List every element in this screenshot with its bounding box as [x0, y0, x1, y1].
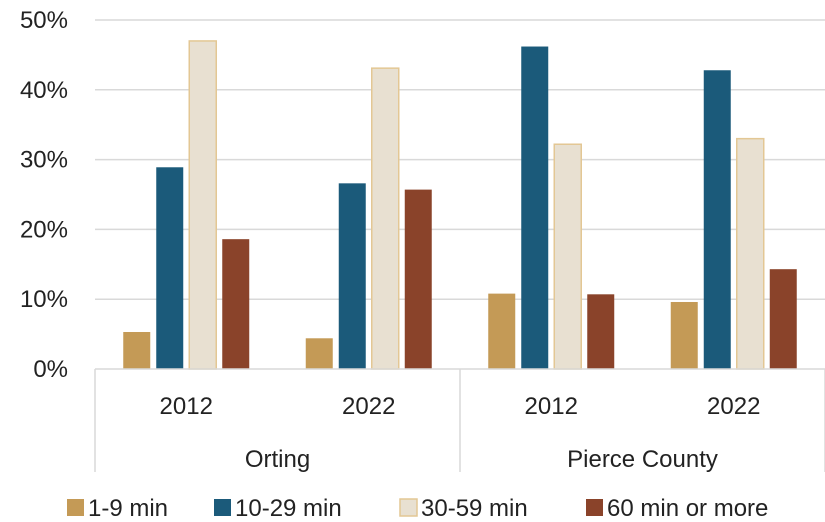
x-tick-label: 2022 — [342, 393, 395, 420]
bar — [703, 70, 731, 370]
bar — [338, 183, 366, 369]
y-tick-label: 0% — [33, 356, 68, 383]
y-tick-label: 10% — [20, 286, 68, 313]
y-axis: 0% 10% 20% 30% 40% 50% — [20, 7, 68, 383]
legend-label: 10-29 min — [235, 495, 342, 522]
bar — [188, 40, 217, 370]
group-label: Pierce County — [567, 446, 718, 473]
legend-label: 60 min or more — [607, 495, 768, 522]
x-tick-label: 2012 — [525, 393, 578, 420]
bar — [553, 143, 582, 370]
y-tick-label: 20% — [20, 216, 68, 243]
bar — [123, 332, 151, 369]
bar — [156, 167, 184, 369]
legend-swatch — [399, 498, 418, 517]
y-tick-label: 40% — [20, 77, 68, 104]
y-tick-label: 30% — [20, 147, 68, 174]
legend-swatch — [586, 499, 603, 516]
legend-swatch — [214, 499, 231, 516]
bar — [305, 338, 333, 369]
bar — [736, 137, 765, 370]
legend-swatch — [67, 499, 84, 516]
bars — [123, 40, 797, 370]
x-tick-label: 2012 — [160, 393, 213, 420]
legend-label: 1-9 min — [88, 495, 168, 522]
legend-label: 30-59 min — [421, 495, 528, 522]
bar — [371, 67, 400, 370]
legend: 1-9 min 10-29 min 30-59 min 60 min or more — [67, 495, 768, 522]
bar — [587, 294, 615, 369]
bar — [222, 239, 250, 369]
bar — [769, 269, 797, 369]
bar — [404, 189, 432, 369]
x-tick-label: 2022 — [707, 393, 760, 420]
y-tick-label: 50% — [20, 7, 68, 34]
group-label: Orting — [245, 446, 310, 473]
bar — [521, 46, 549, 370]
bar — [488, 293, 516, 369]
x-axis: 2012 2022 Orting 2012 2022 Pierce County — [94, 368, 825, 473]
bar — [670, 301, 698, 369]
